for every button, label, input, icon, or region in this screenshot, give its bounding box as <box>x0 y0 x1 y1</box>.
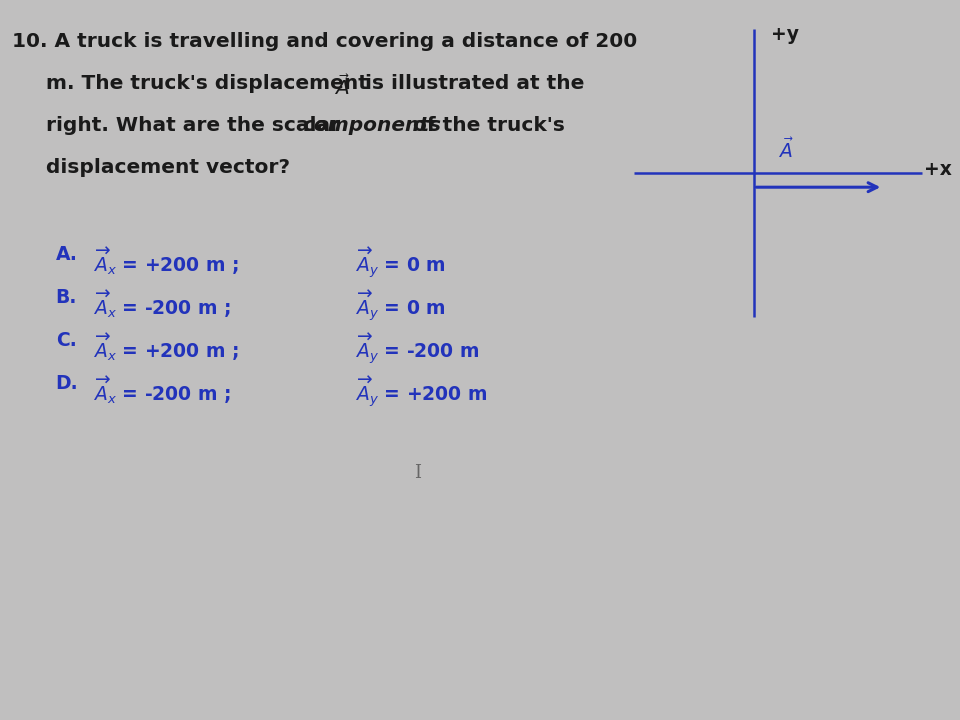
Text: $\vec{A}$: $\vec{A}$ <box>778 138 793 162</box>
Text: components: components <box>302 116 442 135</box>
Text: $\overrightarrow{A}_x$ = -200 m ;: $\overrightarrow{A}_x$ = -200 m ; <box>93 288 231 320</box>
Text: $\overrightarrow{A}_y$ = -200 m: $\overrightarrow{A}_y$ = -200 m <box>355 331 480 366</box>
Text: displacement vector?: displacement vector? <box>46 158 290 176</box>
Text: of the truck's: of the truck's <box>406 116 564 135</box>
Text: +x: +x <box>924 160 952 179</box>
Text: is illustrated at the: is illustrated at the <box>358 74 585 93</box>
Text: $\vec{A}$: $\vec{A}$ <box>334 74 350 99</box>
Text: C.: C. <box>56 331 77 350</box>
Text: 10. A truck is travelling and covering a distance of 200: 10. A truck is travelling and covering a… <box>12 32 636 51</box>
Text: I: I <box>414 464 421 482</box>
Text: $\overrightarrow{A}_y$ = +200 m: $\overrightarrow{A}_y$ = +200 m <box>355 374 488 410</box>
Text: A.: A. <box>56 245 78 264</box>
Text: m. The truck's displacement: m. The truck's displacement <box>46 74 375 93</box>
Text: B.: B. <box>56 288 77 307</box>
Text: +y: +y <box>771 25 799 44</box>
Text: $\overrightarrow{A}_x$ = +200 m ;: $\overrightarrow{A}_x$ = +200 m ; <box>93 245 239 276</box>
Text: $\overrightarrow{A}_x$ = +200 m ;: $\overrightarrow{A}_x$ = +200 m ; <box>93 331 239 363</box>
Text: $\overrightarrow{A}_y$ = 0 m: $\overrightarrow{A}_y$ = 0 m <box>355 288 445 323</box>
Text: D.: D. <box>56 374 79 393</box>
Text: $\overrightarrow{A}_x$ = -200 m ;: $\overrightarrow{A}_x$ = -200 m ; <box>93 374 231 406</box>
Text: right. What are the scalar: right. What are the scalar <box>46 116 348 135</box>
Text: $\overrightarrow{A}_y$ = 0 m: $\overrightarrow{A}_y$ = 0 m <box>355 245 445 280</box>
